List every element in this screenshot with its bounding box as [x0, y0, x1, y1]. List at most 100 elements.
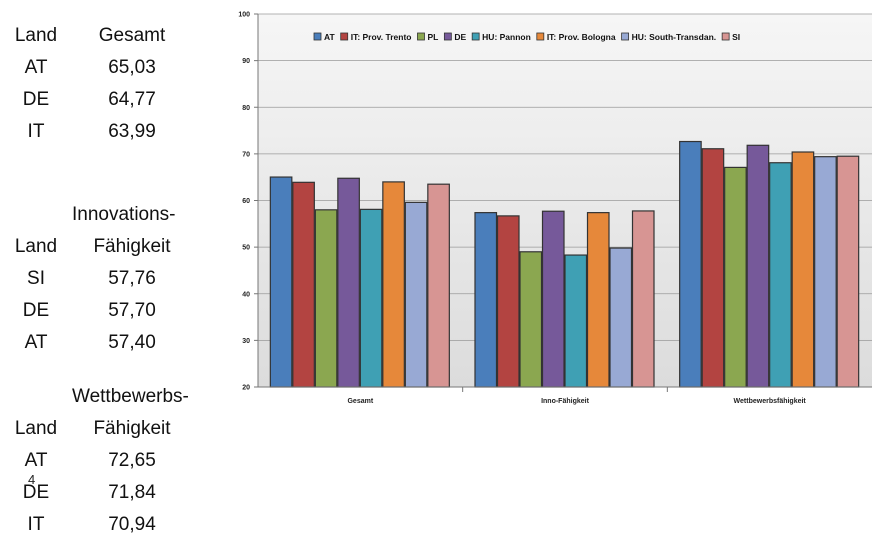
bar — [679, 140, 702, 388]
legend-label: AT — [324, 32, 336, 42]
legend-swatch — [471, 32, 480, 41]
table-header: Land Fähigkeit — [0, 413, 230, 445]
table-row: SI 57,76 — [0, 263, 230, 295]
legend-swatch — [313, 32, 322, 41]
y-tick-label: 80 — [242, 105, 250, 112]
bar — [427, 183, 450, 388]
y-tick-label: 100 — [238, 12, 250, 19]
value-cell: 71,84 — [108, 482, 156, 503]
table-header-line1: Innovations- — [0, 199, 230, 231]
legend-label: IT: Prov. Bologna — [547, 32, 616, 42]
bar — [631, 210, 655, 388]
table-header: Land Gesamt — [0, 20, 230, 52]
value-cell: 65,03 — [108, 57, 156, 78]
table-row: DE 64,77 — [0, 84, 230, 116]
table-row: IT 70,94 — [0, 509, 230, 541]
y-tick-label: 90 — [242, 58, 250, 65]
header-land: Land — [14, 25, 58, 46]
legend-label: DE — [454, 32, 466, 42]
header-faehigkeit: Fähigkeit — [93, 418, 171, 439]
table-innovationsfaehigkeit: Innovations- Land Fähigkeit SI 57,76 DE … — [0, 199, 230, 359]
legend-swatch — [417, 32, 425, 41]
bar — [541, 210, 565, 388]
country-cell: DE — [22, 300, 50, 321]
country-cell: AT — [24, 450, 48, 471]
header-faehigkeit: Fähigkeit — [93, 236, 171, 257]
legend-swatch — [443, 32, 452, 41]
header-gesamt: Gesamt — [98, 25, 166, 46]
value-cell: 63,99 — [108, 121, 156, 142]
table-row: AT 72,65 — [0, 445, 230, 477]
country-cell: IT — [27, 121, 45, 142]
table-row: IT 63,99 — [0, 116, 230, 148]
legend-swatch — [621, 32, 630, 41]
y-tick-label: 40 — [242, 291, 250, 298]
bar — [814, 156, 837, 388]
header-innovations: Innovations- — [72, 204, 176, 225]
table-row: DE 71,84 — [0, 477, 230, 509]
legend-label: PL — [427, 32, 438, 42]
value-cell: 72,65 — [108, 450, 156, 471]
y-tick-label: 70 — [242, 151, 250, 158]
bar — [496, 215, 520, 388]
bar — [791, 151, 815, 388]
bar — [269, 176, 293, 388]
bar — [314, 209, 338, 388]
header-land: Land — [14, 418, 58, 439]
table-wettbewerbsfaehigkeit: Wettbewerbs- Land Fähigkeit AT 72,65 DE … — [0, 381, 230, 541]
country-cell: DE — [22, 482, 50, 503]
bar — [519, 251, 543, 388]
legend-label: HU: South-Transdan. — [632, 32, 717, 42]
legend-swatch — [340, 32, 349, 41]
value-cell: 57,76 — [108, 268, 156, 289]
slide-number: 4 — [28, 472, 36, 487]
legend-swatch — [721, 32, 730, 41]
header-land: Land — [14, 236, 58, 257]
bar — [586, 212, 610, 388]
y-tick-label: 50 — [242, 245, 250, 252]
x-tick-label: Gesamt — [347, 398, 373, 405]
y-tick-label: 30 — [242, 338, 250, 345]
bar — [292, 181, 315, 388]
bar — [701, 148, 725, 388]
value-cell: 64,77 — [108, 89, 156, 110]
bars — [269, 140, 860, 388]
value-cell: 57,70 — [108, 300, 156, 321]
bar — [404, 201, 428, 388]
bar — [724, 166, 747, 388]
bar — [337, 177, 360, 388]
bar — [359, 208, 383, 388]
legend-label: SI — [732, 32, 740, 42]
table-header: Land Fähigkeit — [0, 231, 230, 263]
header-wettbewerbs: Wettbewerbs- — [72, 386, 189, 407]
bar-chart: 20 30 40 50 60 70 80 90 100 Gesamt Inno-Fähigkeit… — [238, 12, 872, 405]
country-cell: AT — [24, 332, 48, 353]
bar — [382, 181, 405, 388]
table-header-line1: Wettbewerbs- — [0, 381, 230, 413]
summary-tables: Land Gesamt AT 65,03 DE 64,77 IT 63,99 I… — [0, 0, 230, 535]
x-axis: Gesamt Inno-Fähigkeit Wettbewerbsfähigkeit — [258, 386, 872, 405]
value-cell: 70,94 — [108, 514, 156, 535]
bar — [746, 144, 770, 388]
legend-label: IT: Prov. Trento — [351, 32, 412, 42]
table-row: DE 57,70 — [0, 295, 230, 327]
bar — [769, 162, 792, 388]
country-cell: AT — [24, 57, 48, 78]
bar — [474, 212, 498, 388]
legend: AT IT: Prov. Trento PL DE HU: Pannon IT: Prov… — [313, 32, 740, 42]
y-tick-label: 60 — [242, 198, 250, 205]
legend-label: HU: Pannon — [482, 32, 531, 42]
table-gesamt: Land Gesamt AT 65,03 DE 64,77 IT 63,99 — [0, 20, 230, 148]
x-tick-label: Inno-Fähigkeit — [541, 398, 590, 405]
value-cell: 57,40 — [108, 332, 156, 353]
country-cell: SI — [27, 268, 45, 289]
y-tick-label: 20 — [242, 385, 250, 392]
country-cell: DE — [22, 89, 50, 110]
table-row: AT 65,03 — [0, 52, 230, 84]
x-tick-label: Wettbewerbsfähigkeit — [734, 398, 807, 405]
bar — [564, 254, 588, 388]
bar — [609, 247, 633, 388]
country-cell: IT — [27, 514, 45, 535]
table-row: AT 57,40 — [0, 327, 230, 359]
legend-swatch — [536, 32, 545, 41]
